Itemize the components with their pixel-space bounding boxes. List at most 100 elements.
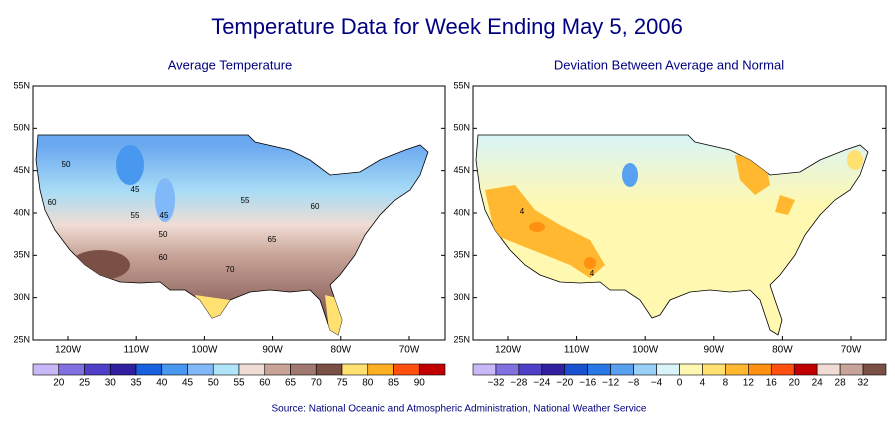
legend-swatch xyxy=(187,363,214,376)
map-panel: Deviation Between Average and Normal 4 4 xyxy=(472,57,887,341)
legend-label: −20 xyxy=(556,378,573,389)
lon-tick-label: 110W xyxy=(124,345,150,356)
legend-label: 90 xyxy=(414,378,426,389)
legend-swatch xyxy=(32,363,60,376)
contour-label: 60 xyxy=(311,202,320,211)
legend-swatch xyxy=(84,363,111,376)
legend-label: 25 xyxy=(79,378,91,389)
legend-label: −12 xyxy=(602,378,619,389)
lat-tick-label: 25N xyxy=(13,334,30,344)
legend-label: 65 xyxy=(285,378,297,389)
legend-swatch xyxy=(212,363,240,376)
contour-label: 55 xyxy=(241,196,250,205)
legend-label: 20 xyxy=(789,378,801,389)
legend-label: −32 xyxy=(487,378,504,389)
contour-label: 50 xyxy=(62,160,71,169)
legend-swatch xyxy=(564,363,589,376)
lat-tick-label: 35N xyxy=(13,250,30,260)
legend-swatch xyxy=(418,363,446,376)
page-title: Temperature Data for Week Ending May 5, … xyxy=(211,14,683,39)
legend-label: 20 xyxy=(53,378,65,389)
legend-label: 50 xyxy=(208,378,220,389)
legend-label: −16 xyxy=(579,378,596,389)
legend-swatch xyxy=(58,363,85,376)
legend-swatch xyxy=(109,363,137,376)
legend-swatch xyxy=(679,363,703,376)
legend-swatch xyxy=(341,363,369,376)
lon-tick-label: 120W xyxy=(55,345,82,356)
legend-swatch xyxy=(238,363,266,376)
legend-label: 85 xyxy=(388,378,400,389)
lon-tick-label: 70W xyxy=(841,345,862,356)
contour-label: 60 xyxy=(159,253,168,262)
legend-swatch xyxy=(367,363,394,376)
contour-label: 60 xyxy=(48,198,57,207)
legend-label: 24 xyxy=(812,378,824,389)
lon-tick-label: 120W xyxy=(495,345,522,356)
legend-label: 35 xyxy=(130,378,142,389)
legend-label: 60 xyxy=(259,378,271,389)
contour-label: 55 xyxy=(131,211,140,220)
legend-swatch xyxy=(839,363,864,376)
legend-label: 40 xyxy=(156,378,168,389)
legend-label: −8 xyxy=(628,378,640,389)
contour-label: 4 xyxy=(590,269,595,278)
legend-swatch xyxy=(315,363,343,376)
lat-tick-label: 45N xyxy=(453,165,470,175)
legend-label: 70 xyxy=(311,378,323,389)
legend-label: −24 xyxy=(533,378,550,389)
legend-swatch xyxy=(541,363,566,376)
map-title: Average Temperature xyxy=(168,57,293,72)
legend-swatch xyxy=(393,363,420,376)
legend-swatch xyxy=(656,363,680,376)
lon-tick-label: 90W xyxy=(704,345,725,356)
lon-tick-label: 70W xyxy=(399,345,420,356)
legend-label: 30 xyxy=(105,378,117,389)
legend-label: 45 xyxy=(182,378,194,389)
lon-tick-label: 80W xyxy=(331,345,352,356)
legend-swatch xyxy=(518,363,543,376)
legend-swatch xyxy=(633,363,657,376)
legend-swatch xyxy=(862,363,887,376)
legend-swatch xyxy=(472,363,497,376)
lat-tick-label: 40N xyxy=(453,207,470,217)
contour-label: 65 xyxy=(268,235,277,244)
legend-swatch xyxy=(495,363,520,376)
legend-label: 0 xyxy=(677,378,683,389)
legend-swatch xyxy=(770,363,795,376)
lat-tick-label: 30N xyxy=(453,292,470,302)
lat-tick-label: 55N xyxy=(13,80,30,90)
lat-tick-label: 25N xyxy=(453,334,470,344)
contour-label: 70 xyxy=(226,265,235,274)
lon-tick-label: 100W xyxy=(191,345,218,356)
legend-label: 12 xyxy=(743,378,755,389)
legend-swatch xyxy=(135,363,163,376)
lon-tick-label: 90W xyxy=(262,345,283,356)
legend-label: −4 xyxy=(651,378,663,389)
contour-label: 45 xyxy=(160,211,169,220)
legend-label: 16 xyxy=(766,378,778,389)
lon-tick-label: 80W xyxy=(772,345,793,356)
contour-label: 45 xyxy=(131,185,140,194)
legend-label: 55 xyxy=(233,378,245,389)
lat-tick-label: 45N xyxy=(13,165,30,175)
legend-swatch xyxy=(290,363,317,376)
lat-tick-label: 40N xyxy=(13,207,30,217)
map-panel: Average Temperature 50 45 55 45 50 60 55… xyxy=(32,57,446,341)
legend-label: −28 xyxy=(510,378,527,389)
lat-tick-label: 35N xyxy=(453,250,470,260)
legend-label: 80 xyxy=(362,378,374,389)
contour-label: 50 xyxy=(159,230,168,239)
legend-swatch xyxy=(748,363,772,376)
legend-swatch xyxy=(610,363,634,376)
legend-label: 4 xyxy=(700,378,706,389)
legend-swatch xyxy=(725,363,749,376)
legend-swatch xyxy=(793,363,818,376)
source-note: Source: National Oceanic and Atmospheric… xyxy=(271,404,646,415)
lat-tick-label: 50N xyxy=(453,123,470,133)
lat-tick-label: 50N xyxy=(13,123,30,133)
contour-label: 4 xyxy=(520,207,525,216)
lat-tick-label: 55N xyxy=(453,80,470,90)
